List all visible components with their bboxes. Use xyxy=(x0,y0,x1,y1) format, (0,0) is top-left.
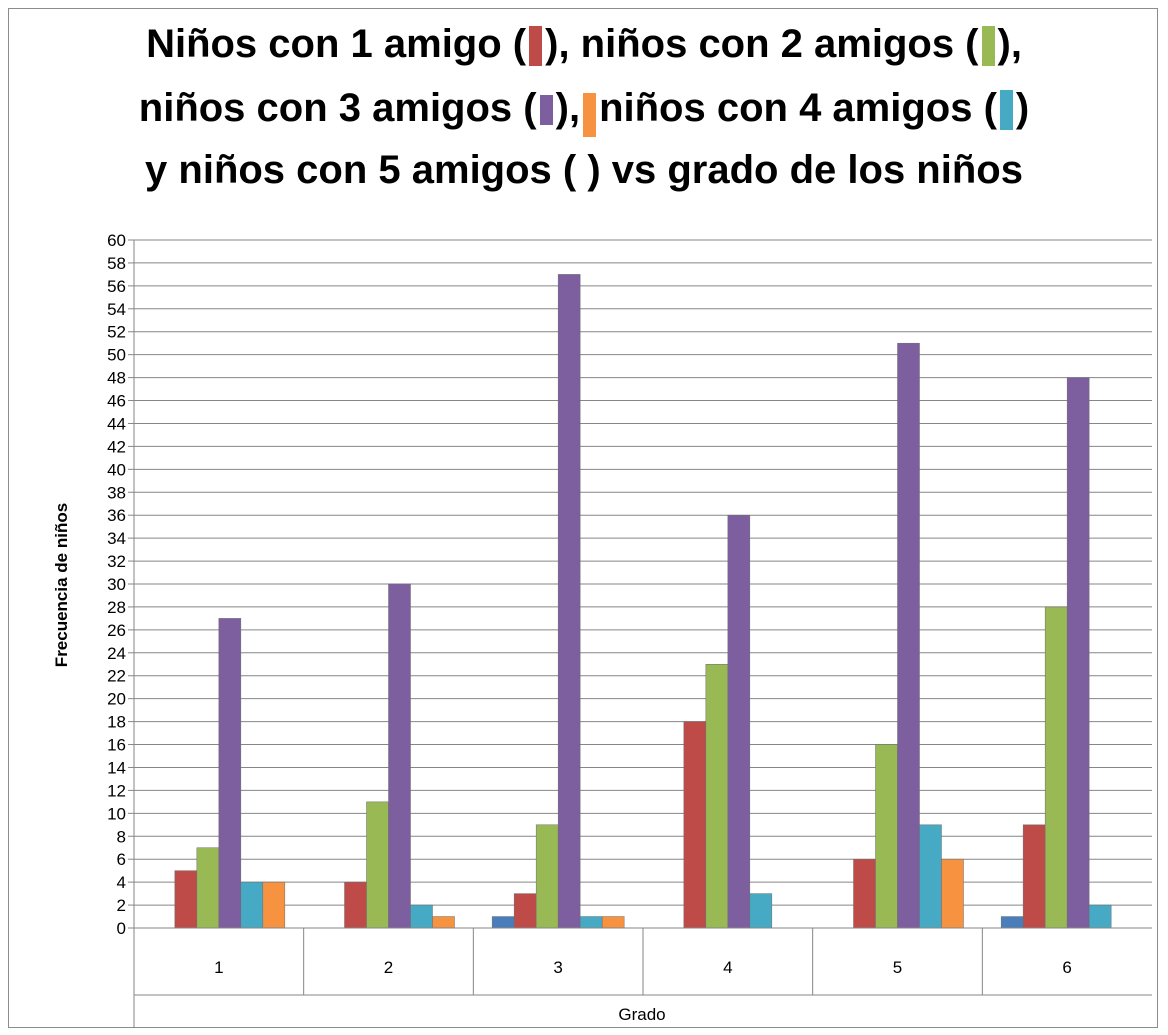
y-tick-label: 12 xyxy=(107,781,126,800)
title-text-2d: niños con 4 amigos ( xyxy=(599,86,997,130)
y-tick-label: 22 xyxy=(107,667,126,686)
y-tick-label: 60 xyxy=(107,231,126,250)
y-tick-label: 36 xyxy=(107,506,126,525)
y-tick-label: 0 xyxy=(117,919,126,938)
y-tick-label: 34 xyxy=(107,529,126,548)
bar xyxy=(262,881,286,929)
bar xyxy=(727,514,751,929)
swatch-1-amigo xyxy=(529,26,543,67)
bar xyxy=(196,847,220,929)
bar xyxy=(601,916,625,929)
y-tick-label: 58 xyxy=(107,254,126,273)
bar xyxy=(344,881,367,929)
swatch-4-amigos xyxy=(999,90,1013,131)
bar-layer xyxy=(174,274,1112,929)
bar xyxy=(366,801,389,929)
bar xyxy=(1066,377,1090,929)
bar xyxy=(557,274,581,929)
bar xyxy=(240,881,264,929)
bar xyxy=(513,893,537,929)
bar xyxy=(749,893,773,929)
bar xyxy=(388,583,411,929)
y-tick-label: 20 xyxy=(107,690,126,709)
title-text-1d: ), xyxy=(997,22,1022,66)
y-tick-label: 50 xyxy=(107,346,126,365)
title-text-2b: ) xyxy=(555,86,569,130)
y-tick-label: 24 xyxy=(107,644,126,663)
grid-layer xyxy=(134,239,1152,906)
title-text-1b: ) xyxy=(545,22,559,66)
bar xyxy=(853,858,876,929)
x-tick-label: 2 xyxy=(384,958,393,977)
bar xyxy=(174,870,198,929)
chart-title-line-2: niños con 3 amigos (), niños con 4 amigos… xyxy=(0,86,1168,137)
y-tick-label: 28 xyxy=(107,598,126,617)
bar xyxy=(683,721,707,929)
x-tick-label: 1 xyxy=(214,958,223,977)
x-tick-label: 3 xyxy=(553,958,562,977)
title-text-2e: ) xyxy=(1015,86,1030,130)
x-axis-title: Grado xyxy=(618,1005,666,1024)
swatch-5-amigos xyxy=(583,93,597,137)
y-tick-label: 54 xyxy=(107,300,126,319)
bar xyxy=(919,824,942,929)
bar xyxy=(432,916,455,929)
x-tick-label: 5 xyxy=(893,958,902,977)
bar xyxy=(535,824,559,929)
chart-title-line-3: y niños con 5 amigos ( ) vs grado de los… xyxy=(0,148,1168,193)
bar xyxy=(579,916,603,929)
y-axis-ticks: 0246810121416182022242628303234363840424… xyxy=(107,231,134,938)
y-tick-label: 18 xyxy=(107,713,126,732)
chart-title-line-1: Niños con 1 amigo (), niños con 2 amigos… xyxy=(0,22,1168,67)
x-axis-ticks: 1 2 3 4 5 6 xyxy=(214,958,1072,977)
y-tick-label: 52 xyxy=(107,323,126,342)
y-tick-label: 56 xyxy=(107,277,126,296)
bar xyxy=(218,618,242,929)
bar xyxy=(1044,606,1068,929)
title-text-2a: niños con 3 amigos ( xyxy=(138,86,537,130)
y-tick-label: 14 xyxy=(107,758,126,777)
bar xyxy=(1000,916,1024,929)
bar xyxy=(875,744,898,929)
bar xyxy=(1022,824,1046,929)
bar xyxy=(897,342,920,929)
y-tick-label: 42 xyxy=(107,437,126,456)
swatch-2-amigos xyxy=(981,26,995,67)
y-tick-label: 44 xyxy=(107,414,126,433)
y-tick-label: 40 xyxy=(107,460,126,479)
title-text-1c: , niños con 2 amigos ( xyxy=(558,22,979,66)
bar xyxy=(491,916,515,929)
y-tick-label: 16 xyxy=(107,736,126,755)
bar xyxy=(705,664,729,929)
y-tick-label: 2 xyxy=(117,896,126,915)
bar xyxy=(410,904,433,929)
y-tick-label: 10 xyxy=(107,804,126,823)
x-tick-label: 4 xyxy=(723,958,732,977)
y-tick-label: 38 xyxy=(107,483,126,502)
y-tick-label: 6 xyxy=(117,850,126,869)
y-tick-label: 4 xyxy=(117,873,126,892)
title-text-1a: Niños con 1 amigo ( xyxy=(146,22,527,66)
y-tick-label: 30 xyxy=(107,575,126,594)
y-tick-label: 46 xyxy=(107,392,126,411)
title-text-3a: y niños con 5 amigos ( ) vs grado de los… xyxy=(145,148,1023,192)
swatch-3-amigos xyxy=(539,95,553,126)
y-tick-label: 26 xyxy=(107,621,126,640)
y-tick-label: 48 xyxy=(107,369,126,388)
y-tick-label: 8 xyxy=(117,827,126,846)
y-axis-title: Frecuencia de niños xyxy=(52,502,71,668)
bar xyxy=(941,858,964,929)
x-tick-label: 6 xyxy=(1062,958,1071,977)
axis-layer xyxy=(133,240,1152,1028)
title-text-2c: , xyxy=(568,86,581,130)
bar xyxy=(1088,904,1112,929)
y-tick-label: 32 xyxy=(107,552,126,571)
